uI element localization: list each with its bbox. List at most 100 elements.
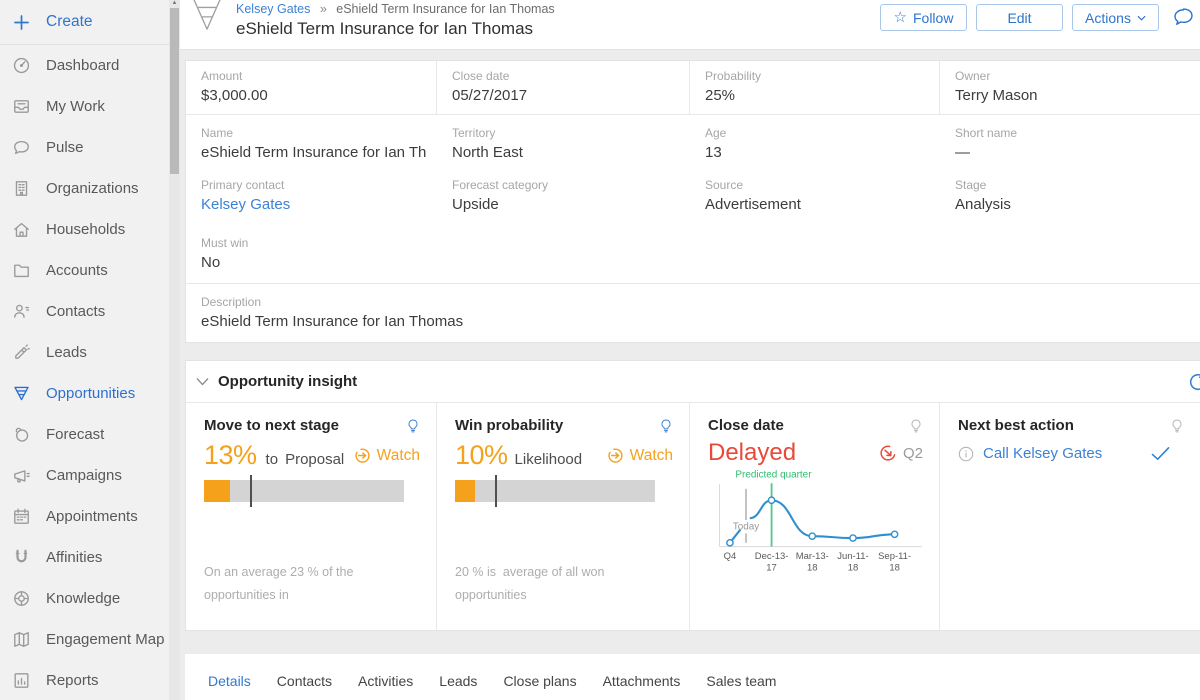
insight-title: Opportunity insight	[218, 373, 358, 390]
svg-text:Q4: Q4	[724, 551, 737, 562]
stage-caption: On an average 23 % of the opportunities …	[204, 565, 357, 602]
sidebar-item-dashboard[interactable]: Dashboard	[0, 45, 180, 86]
predicted-quarter-badge: Q2	[879, 444, 923, 462]
accounts-icon	[11, 260, 32, 281]
call-action-link[interactable]: Call Kelsey Gates	[983, 445, 1103, 462]
sidebar-item-contacts[interactable]: Contacts	[0, 291, 180, 332]
record-tabs: Details Contacts Activities Leads Close plan…	[185, 654, 1200, 700]
bulb-icon	[1170, 418, 1184, 434]
main-content: Kelsey Gates » eShield Term Insurance fo…	[180, 0, 1200, 700]
tab-sales-team[interactable]: Sales team	[706, 673, 777, 689]
sidebar-item-opportunities[interactable]: Opportunities	[0, 373, 180, 414]
sidebar-item-organizations[interactable]: Organizations	[0, 168, 180, 209]
breadcrumb-separator: »	[319, 2, 327, 16]
sidebar-item-label: Reports	[46, 672, 99, 689]
insight-card-win-probability: Win probability 10% Likelihood Watch	[437, 403, 690, 630]
field-territory: Territory North East	[452, 126, 523, 161]
field-close-date: Close date 05/27/2017	[437, 61, 690, 114]
sidebar-item-my-work[interactable]: My Work	[0, 86, 180, 127]
sidebar-item-appointments[interactable]: Appointments	[0, 496, 180, 537]
tab-details[interactable]: Details	[208, 673, 251, 689]
win-progress-bar	[455, 475, 655, 507]
tab-attachments[interactable]: Attachments	[602, 673, 681, 689]
sidebar-item-label: Knowledge	[46, 590, 121, 607]
field-must-win: Must win No	[201, 236, 249, 271]
sidebar-item-label: Appointments	[46, 508, 138, 525]
field-owner: Owner Terry Mason	[955, 69, 1038, 104]
kelsey-gates-link[interactable]: Kelsey Gates	[201, 196, 291, 213]
breadcrumb: Kelsey Gates » eShield Term Insurance fo…	[236, 2, 555, 16]
watch-icon	[607, 447, 624, 464]
sidebar-item-accounts[interactable]: Accounts	[0, 250, 180, 291]
sidebar-item-leads[interactable]: Leads	[0, 332, 180, 373]
insight-card-close-date: Close date Delayed Q2	[690, 403, 940, 630]
field-description: Description eShield Term Insurance for I…	[201, 295, 464, 330]
sidebar-item-forecast[interactable]: Forecast	[0, 414, 180, 455]
sidebar-item-pulse[interactable]: Pulse	[0, 127, 180, 168]
action-complete-check-icon[interactable]	[1151, 446, 1170, 461]
insight-card-move-to-next-stage: Move to next stage 13% to Proposal	[186, 403, 437, 630]
households-icon	[11, 219, 32, 240]
stage-move-target: Proposal	[285, 451, 345, 468]
fields-row-3: Primary contact Kelsey Gates Forecast cate…	[186, 167, 1200, 219]
scrollbar-thumb[interactable]	[170, 8, 179, 174]
scroll-up-arrow-icon[interactable]: ▲	[171, 0, 178, 6]
appointments-icon	[11, 506, 32, 527]
sidebar-item-knowledge[interactable]: Knowledge	[0, 578, 180, 619]
field-amount: Amount $3,000.00	[186, 61, 437, 114]
tab-leads[interactable]: Leads	[439, 673, 478, 689]
edit-button[interactable]: Edit	[976, 4, 1063, 31]
watch-win-button[interactable]: Watch	[607, 447, 673, 465]
sidebar-item-engagement-map[interactable]: Engagement Map	[0, 619, 180, 660]
watch-icon	[354, 447, 371, 464]
refresh-icon[interactable]	[1187, 371, 1200, 393]
field-probability: Probability 25%	[690, 61, 940, 114]
bulb-icon	[909, 418, 923, 434]
sidebar-item-households[interactable]: Households	[0, 209, 180, 250]
opportunity-funnel-icon	[190, 0, 224, 37]
collapse-chevron-icon[interactable]	[196, 377, 209, 386]
details-divider	[186, 283, 1200, 284]
dashboard-icon	[11, 55, 32, 76]
chat-bubble-icon[interactable]	[1171, 5, 1196, 30]
contacts-icon	[11, 301, 32, 322]
close-date-status: Delayed	[708, 439, 797, 466]
sidebar-item-campaigns[interactable]: Campaigns	[0, 455, 180, 496]
follow-button[interactable]: ☆ Follow	[880, 4, 967, 31]
tab-close-plans[interactable]: Close plans	[503, 673, 577, 689]
tab-activities[interactable]: Activities	[358, 673, 414, 689]
win-target: Likelihood	[514, 451, 583, 468]
sidebar-item-reports[interactable]: Reports	[0, 660, 180, 700]
breadcrumb-current: eShield Term Insurance for Ian Thomas	[336, 2, 555, 16]
actions-button[interactable]: Actions	[1072, 4, 1159, 31]
insight-card-next-best-action: Next best action Call Kelsey Gates	[940, 403, 1200, 630]
info-icon	[958, 446, 974, 462]
tab-contacts[interactable]: Contacts	[276, 673, 333, 689]
my-work-icon	[11, 96, 32, 117]
sidebar-item-create[interactable]: Create	[0, 0, 180, 45]
field-stage: Stage Analysis	[955, 178, 1011, 213]
engagement-map-icon	[11, 629, 32, 650]
svg-text:Mar-13-: Mar-13-	[796, 551, 829, 562]
reports-icon	[11, 670, 32, 691]
stage-progress-bar	[204, 475, 404, 507]
sidebar-item-label: Accounts	[46, 262, 108, 279]
svg-text:18: 18	[807, 562, 818, 573]
sidebar-scrollbar[interactable]: ▲	[169, 0, 180, 700]
sidebar-item-affinities[interactable]: Affinities	[0, 537, 180, 578]
insight-header: Opportunity insight	[186, 361, 1200, 403]
delayed-icon	[879, 444, 897, 462]
svg-text:18: 18	[889, 562, 900, 573]
sidebar-item-label: Affinities	[46, 549, 103, 566]
header-actions: ☆ Follow Edit Actions	[880, 0, 1200, 31]
opportunities-icon	[11, 383, 32, 404]
watch-stage-button[interactable]: Watch	[354, 447, 420, 465]
breadcrumb-link[interactable]: Kelsey Gates	[236, 2, 311, 16]
sidebar-item-label: Engagement Map	[46, 631, 165, 648]
sidebar-item-label: Pulse	[46, 139, 84, 156]
sidebar-item-label: Campaigns	[46, 467, 122, 484]
win-percent: 10%	[455, 440, 508, 470]
card-title: Close date	[708, 417, 784, 434]
